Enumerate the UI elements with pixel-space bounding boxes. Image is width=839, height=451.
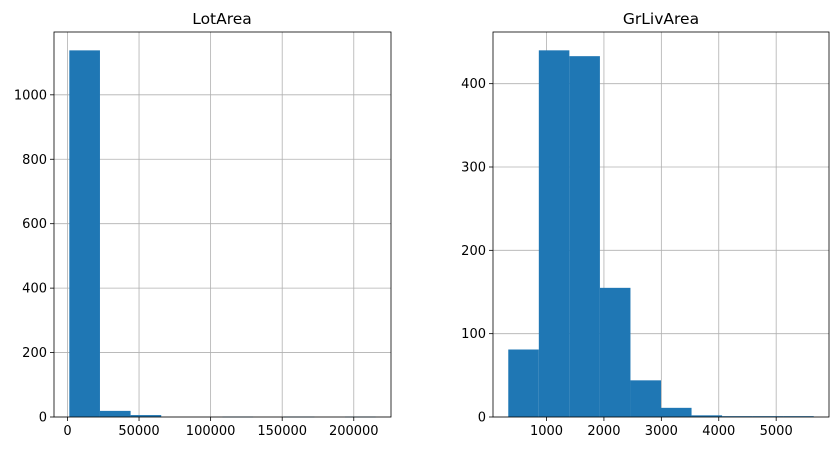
lotarea-histogram-panel: LotArea 0 50000 100000 150000 200000 0 200 400 6… [14,10,392,439]
grlivarea-histogram-bar [630,380,661,417]
grlivarea-y-tick-label: 200 [461,244,486,259]
lotarea-histogram-bar [69,50,100,418]
lotarea-y-tick-label: 800 [22,153,47,168]
grlivarea-y-tick-label: 300 [461,161,486,176]
grlivarea-y-tick-label: 400 [461,77,486,92]
grlivarea-chart-title: GrLivArea [623,10,699,28]
lotarea-y-tick-label: 0 [39,411,47,426]
lotarea-y-tick-label: 400 [22,282,47,297]
lotarea-x-tick-label: 150000 [257,424,307,439]
grlivarea-histogram-bar [783,416,814,417]
grlivarea-x-tick-label: 5000 [760,424,793,439]
grlivarea-x-tick-label: 1000 [530,424,563,439]
lotarea-y-tick-label: 200 [22,346,47,361]
grlivarea-x-tick-label: 2000 [587,424,620,439]
grlivarea-x-tick-label: 4000 [702,424,735,439]
lotarea-chart-title: LotArea [192,10,252,28]
lotarea-x-tick-label: 50000 [118,424,159,439]
grlivarea-histogram-bar [691,415,723,417]
grlivarea-histogram-bar [752,416,784,417]
lotarea-y-tick-label: 600 [22,217,47,232]
grlivarea-y-tick-label: 100 [461,327,486,342]
lotarea-histogram-bar [99,410,131,417]
grlivarea-histogram-bar [599,287,631,417]
grlivarea-histogram-panel: GrLivArea 1000 2000 3000 4000 5000 0 100 200 300… [461,10,830,439]
lotarea-x-tick-label: 100000 [186,424,236,439]
lotarea-y-tick-label: 1000 [14,88,47,103]
grlivarea-x-tick-label: 3000 [645,424,678,439]
lotarea-axes-frame [53,31,392,418]
lotarea-x-tick-label: 200000 [329,424,379,439]
grlivarea-histogram-bar [538,50,570,417]
lotarea-x-tick-label: 0 [63,424,71,439]
grlivarea-histogram-bar [661,407,692,417]
grlivarea-histogram-bar [722,416,753,417]
grlivarea-y-tick-label: 0 [478,411,486,426]
grlivarea-histogram-bar [508,349,539,417]
lotarea-histogram-bar [130,415,162,417]
grlivarea-histogram-bar [569,56,600,418]
